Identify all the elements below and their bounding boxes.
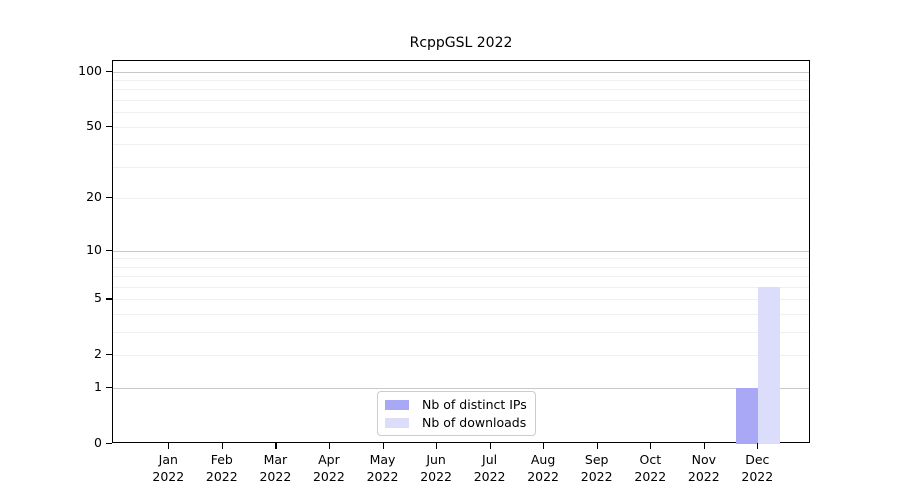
legend-label: Nb of downloads [422, 415, 527, 430]
gridline-y-6 [113, 286, 809, 288]
x-tick-feb [221, 443, 223, 449]
legend-item: Nb of downloads [385, 415, 527, 430]
x-tick-label-aug: Aug 2022 [527, 452, 559, 484]
gridline-y-50 [113, 126, 809, 128]
x-tick-label-oct: Oct 2022 [634, 452, 667, 484]
legend-swatch-distinct_ips [385, 399, 409, 410]
x-tick-label-feb: Feb 2022 [205, 452, 238, 484]
gridline-y-30 [113, 166, 809, 168]
x-tick-label-sep: Sep 2022 [580, 452, 613, 484]
y-tick-label-1: 1 [94, 379, 102, 395]
y-tick-50 [106, 125, 112, 127]
y-tick-20 [106, 197, 112, 199]
x-tick-jul [489, 443, 491, 449]
gridline-y-1 [113, 388, 809, 390]
plot-area [112, 60, 810, 444]
legend-swatch-downloads [385, 417, 409, 428]
x-tick-jun [436, 443, 438, 449]
gridline-y-100 [113, 71, 809, 73]
x-tick-label-jan: Jan 2022 [152, 452, 185, 484]
y-tick-1 [106, 387, 112, 389]
gridline-y-4 [113, 314, 809, 316]
x-tick-may [382, 443, 384, 449]
gridline-y-10 [113, 250, 809, 252]
x-tick-label-mar: Mar 2022 [259, 452, 292, 484]
gridline-y-20 [113, 198, 809, 200]
bar-downloads-Dec-2022 [758, 286, 781, 444]
x-tick-aug [543, 443, 545, 449]
x-tick-label-dec: Dec 2022 [741, 452, 774, 484]
gridline-y-60 [113, 112, 809, 114]
y-tick-label-50: 50 [86, 117, 102, 133]
gridline-y-40 [113, 144, 809, 146]
x-tick-jan [168, 443, 170, 449]
x-tick-sep [596, 443, 598, 449]
gridline-y-70 [113, 99, 809, 101]
y-tick-2 [106, 354, 112, 356]
y-tick-10 [106, 249, 112, 251]
y-tick-label-5: 5 [94, 290, 102, 306]
y-tick-0 [106, 443, 112, 445]
x-tick-label-apr: Apr 2022 [312, 452, 345, 484]
chart-title: RcppGSL 2022 [409, 35, 513, 51]
x-tick-label-may: May 2022 [366, 452, 399, 484]
y-tick-100 [106, 70, 112, 72]
gridline-y-2 [113, 355, 809, 357]
gridline-y-9 [113, 258, 809, 260]
y-tick-label-100: 100 [78, 62, 102, 78]
bar-distinct_ips-Dec-2022 [736, 388, 759, 444]
gridline-y-5 [113, 299, 809, 301]
y-tick-label-2: 2 [94, 346, 102, 362]
y-tick-label-20: 20 [86, 189, 102, 205]
x-tick-label-jul: Jul 2022 [473, 452, 506, 484]
x-tick-label-jun: Jun 2022 [420, 452, 452, 484]
y-tick-label-10: 10 [86, 241, 102, 257]
gridline-y-7 [113, 276, 809, 278]
gridline-y-8 [113, 266, 809, 268]
legend-label: Nb of distinct IPs [422, 397, 527, 412]
x-tick-nov [703, 443, 705, 449]
gridline-y-3 [113, 332, 809, 334]
y-tick-5 [106, 298, 112, 300]
y-tick-label-0: 0 [94, 435, 102, 450]
legend-item: Nb of distinct IPs [385, 397, 527, 412]
x-tick-mar [275, 443, 277, 449]
gridline-y-80 [113, 89, 809, 91]
x-tick-apr [328, 443, 331, 449]
gridline-y-90 [113, 79, 809, 81]
x-tick-dec [757, 443, 759, 449]
legend: Nb of distinct IPs Nb of downloads [377, 391, 536, 436]
x-tick-label-nov: Nov 2022 [687, 452, 720, 484]
x-tick-oct [650, 443, 652, 449]
